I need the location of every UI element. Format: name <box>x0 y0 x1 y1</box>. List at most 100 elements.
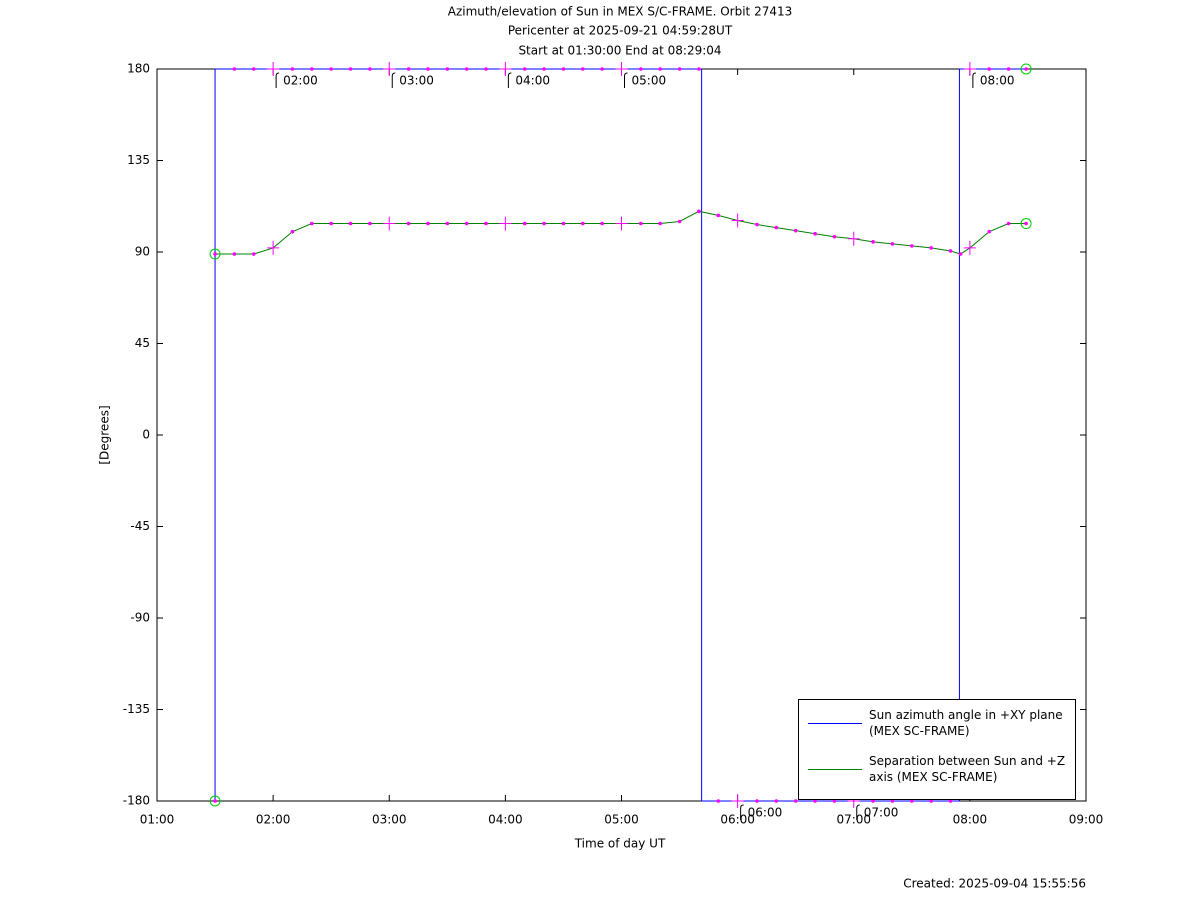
y-tick-label: -135 <box>123 702 150 716</box>
hour-marker <box>615 216 628 231</box>
point-marker <box>348 67 353 71</box>
point-marker <box>813 799 817 803</box>
point-marker <box>348 221 353 226</box>
point-marker <box>774 225 779 230</box>
x-tick-label: 07:00 <box>836 813 871 827</box>
point-marker <box>987 229 992 234</box>
hour-marker <box>499 216 512 231</box>
x-tick-label: 01:00 <box>140 813 175 827</box>
hour-marker <box>383 216 396 231</box>
y-tick-label: 135 <box>127 153 150 167</box>
x-tick-label: 02:00 <box>256 813 291 827</box>
point-marker <box>522 221 527 226</box>
point-marker <box>793 799 798 803</box>
point-marker <box>958 252 963 256</box>
point-marker <box>542 67 546 71</box>
point-marker <box>368 67 372 71</box>
point-marker <box>948 799 953 803</box>
hour-marker <box>731 213 744 228</box>
point-marker <box>329 67 333 71</box>
point-marker <box>813 231 817 236</box>
annotation-tick <box>740 804 744 820</box>
x-tick-label: 03:00 <box>372 813 407 827</box>
annotation: 03:00 <box>399 74 434 88</box>
point-marker <box>310 221 314 226</box>
point-marker <box>580 221 585 226</box>
annotation: 08:00 <box>980 74 1015 88</box>
point-marker <box>310 67 314 71</box>
legend: Sun azimuth angle in +XY plane (MEX SC-F… <box>798 699 1076 800</box>
hour-marker <box>731 794 744 808</box>
hour-marker <box>847 231 860 246</box>
point-marker <box>426 221 430 226</box>
legend-label: Separation between Sun and +Z axis (MEX … <box>869 754 1066 784</box>
point-marker <box>639 221 643 226</box>
chart-subtitle: Start at 01:30:00 End at 08:29:04 <box>518 44 721 58</box>
point-marker <box>484 67 488 71</box>
y-tick-label: 90 <box>135 245 150 259</box>
point-marker <box>832 799 837 803</box>
point-marker <box>677 67 682 71</box>
annotation: 05:00 <box>632 74 667 88</box>
endpoint-marker <box>209 795 221 807</box>
point-marker <box>213 799 217 803</box>
endpoint-marker <box>1020 63 1032 75</box>
point-marker <box>929 799 933 803</box>
point-marker <box>658 67 663 71</box>
point-marker <box>445 221 450 226</box>
point-marker <box>793 228 798 233</box>
point-marker <box>329 221 333 226</box>
point-marker <box>1024 221 1028 226</box>
point-marker <box>368 221 372 226</box>
legend-swatch <box>808 723 862 724</box>
point-marker <box>639 67 643 71</box>
point-marker <box>697 67 701 71</box>
point-marker <box>910 244 914 248</box>
point-marker <box>251 67 256 71</box>
point-marker <box>716 799 721 803</box>
x-tick-label: 09:00 <box>1069 813 1104 827</box>
point-marker <box>1006 221 1011 226</box>
point-marker <box>290 67 295 71</box>
hour-marker <box>267 62 280 76</box>
legend-swatch <box>808 769 862 770</box>
point-marker <box>755 222 759 227</box>
y-tick-label: -180 <box>123 794 150 808</box>
annotation-tick <box>856 804 860 820</box>
hour-marker <box>499 62 512 76</box>
point-marker <box>484 221 488 226</box>
y-tick-label: 45 <box>135 336 150 350</box>
x-tick-label: 08:00 <box>953 813 988 827</box>
point-marker <box>987 67 992 71</box>
point-marker <box>406 221 411 226</box>
point-marker <box>871 240 875 244</box>
x-axis-label: Time of day UT <box>574 837 666 851</box>
point-marker <box>522 67 527 71</box>
annotation: 06:00 <box>748 806 783 820</box>
point-marker <box>697 209 701 214</box>
point-marker <box>948 249 953 253</box>
endpoint-marker <box>209 248 221 260</box>
hour-marker <box>383 62 396 76</box>
point-marker <box>1006 67 1011 71</box>
y-tick-label: 180 <box>127 62 150 76</box>
hour-marker <box>267 240 280 255</box>
y-tick-label: -90 <box>130 611 150 625</box>
y-tick-label: -45 <box>130 519 150 533</box>
point-marker <box>890 799 895 803</box>
annotation: 02:00 <box>283 74 318 88</box>
point-marker <box>232 252 237 256</box>
point-marker <box>755 799 759 803</box>
x-tick-label: 05:00 <box>604 813 639 827</box>
point-marker <box>929 246 933 250</box>
point-marker <box>213 252 217 256</box>
point-marker <box>445 67 450 71</box>
point-marker <box>251 252 256 256</box>
point-marker <box>561 67 566 71</box>
annotation-tick <box>275 72 280 88</box>
annotation: 07:00 <box>864 806 899 820</box>
annotation-tick <box>391 72 396 88</box>
point-marker <box>832 234 837 239</box>
point-marker <box>1024 67 1028 71</box>
annotation-tick <box>507 72 512 88</box>
